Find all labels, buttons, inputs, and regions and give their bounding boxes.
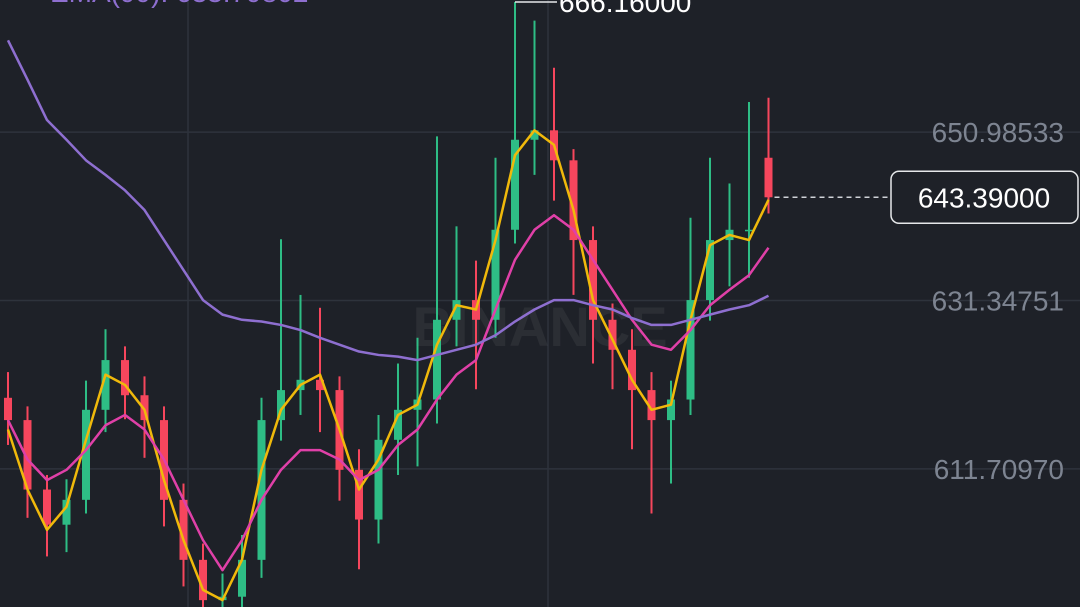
- candle-body: [355, 469, 363, 520]
- candle-body: [530, 130, 539, 140]
- candle-body: [452, 300, 461, 320]
- candle-body: [4, 397, 12, 421]
- last-price-label: 643.39000: [918, 182, 1050, 213]
- candle-body: [394, 409, 402, 440]
- candle-body: [511, 139, 519, 230]
- y-tick-label: 631.34751: [932, 286, 1064, 317]
- candle-body: [121, 360, 129, 396]
- high-label: 666.16000: [559, 0, 691, 18]
- candle-body: [647, 390, 656, 421]
- candle-body: [374, 439, 383, 520]
- y-tick-label: 611.70970: [934, 454, 1064, 485]
- watermark: BINANCE: [412, 295, 667, 358]
- candle-body: [23, 420, 32, 490]
- candle-body: [686, 300, 695, 400]
- candle-body: [140, 395, 149, 421]
- candle-body: [745, 229, 753, 232]
- candle-body: [277, 390, 285, 421]
- candle-body: [569, 160, 578, 241]
- candle-body: [491, 229, 500, 320]
- candle-body: [43, 489, 51, 525]
- marks: [4, 2, 773, 607]
- candle-body: [628, 349, 636, 391]
- candle-body: [764, 157, 773, 198]
- candle-body: [179, 499, 188, 560]
- candle-body: [82, 409, 90, 500]
- candle-body: [101, 360, 110, 410]
- candle-body: [608, 319, 617, 350]
- y-tick-label: 650.98533: [932, 117, 1064, 148]
- candle-body: [257, 420, 266, 560]
- candle-body: [62, 499, 71, 525]
- candle-body: [316, 379, 324, 391]
- grid: [0, 131, 1080, 470]
- candle-body: [706, 240, 714, 301]
- last-price-box: [890, 170, 1079, 225]
- candle-body: [589, 240, 597, 320]
- ema-line: [6, 213, 770, 572]
- candle-body: [238, 559, 246, 597]
- labels: 650.98533 631.34751 611.70970 666.16000 643.…: [515, 0, 1079, 485]
- candle-body: [199, 559, 207, 601]
- ema-line: [6, 39, 770, 362]
- ema-lines: [6, 39, 770, 602]
- subtitle: EMA(99): 633.79802: [50, 0, 308, 8]
- ema-line: [6, 129, 770, 602]
- candle-body: [667, 399, 675, 421]
- candle-body: [433, 319, 441, 400]
